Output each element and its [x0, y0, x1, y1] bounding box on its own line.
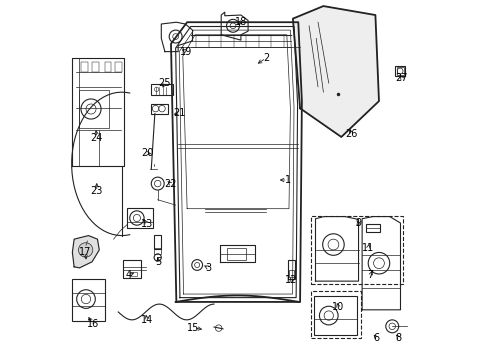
- Text: 7: 7: [367, 270, 373, 280]
- Text: 9: 9: [355, 218, 361, 228]
- Text: 25: 25: [158, 78, 171, 88]
- Text: 11: 11: [361, 243, 374, 253]
- Bar: [151, 84, 172, 95]
- Bar: [151, 104, 168, 114]
- Bar: [126, 208, 152, 228]
- Text: 10: 10: [332, 302, 344, 312]
- Text: 8: 8: [395, 333, 401, 343]
- Text: 2: 2: [263, 53, 268, 63]
- Text: 12: 12: [285, 275, 297, 285]
- Bar: [72, 279, 104, 320]
- Bar: [154, 248, 161, 253]
- Text: 6: 6: [373, 333, 379, 343]
- Text: 23: 23: [90, 186, 103, 197]
- Bar: [92, 62, 99, 72]
- Text: 21: 21: [173, 108, 185, 118]
- Bar: [310, 291, 360, 338]
- Bar: [81, 62, 88, 72]
- Circle shape: [78, 243, 93, 257]
- Text: 3: 3: [205, 263, 211, 273]
- Bar: [154, 234, 161, 249]
- Text: 15: 15: [187, 323, 200, 333]
- Bar: [310, 216, 403, 284]
- Text: 24: 24: [90, 133, 103, 143]
- Text: 18: 18: [234, 17, 246, 27]
- Bar: [287, 260, 295, 279]
- Bar: [115, 62, 122, 72]
- Text: 13: 13: [141, 219, 153, 229]
- Text: 14: 14: [141, 315, 153, 325]
- Polygon shape: [72, 235, 99, 268]
- Bar: [288, 270, 293, 277]
- Bar: [314, 296, 357, 335]
- Polygon shape: [292, 6, 378, 137]
- Bar: [366, 224, 379, 232]
- Bar: [123, 260, 140, 278]
- Text: 4: 4: [126, 270, 132, 280]
- Bar: [79, 90, 109, 128]
- Bar: [394, 66, 405, 76]
- Bar: [130, 272, 137, 276]
- Text: 22: 22: [164, 179, 177, 189]
- Text: 27: 27: [394, 73, 407, 83]
- Bar: [396, 67, 403, 75]
- Bar: [226, 248, 246, 260]
- Text: 19: 19: [180, 46, 192, 57]
- Bar: [104, 62, 111, 72]
- Text: 5: 5: [155, 257, 161, 267]
- Text: 20: 20: [141, 148, 153, 158]
- Text: 1: 1: [284, 175, 290, 185]
- Text: 26: 26: [345, 129, 357, 139]
- Text: 16: 16: [87, 319, 99, 329]
- Text: 17: 17: [79, 247, 91, 257]
